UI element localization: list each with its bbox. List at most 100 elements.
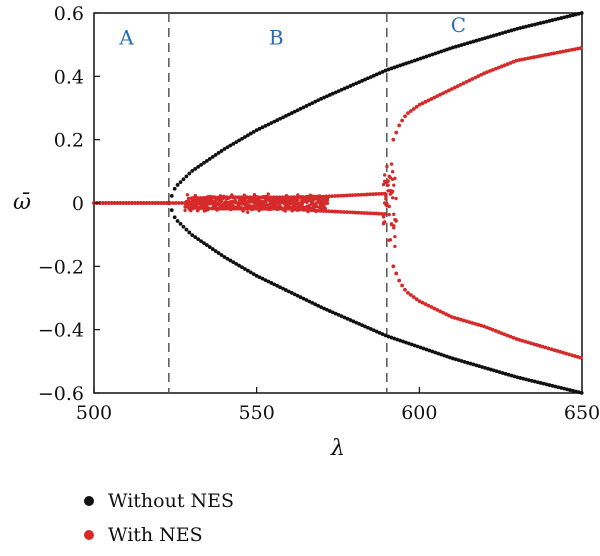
data-point <box>264 194 268 199</box>
data-point <box>304 298 309 302</box>
data-point <box>284 288 288 292</box>
y-tick-label: 0.6 <box>54 3 84 25</box>
data-point <box>124 201 129 205</box>
data-point <box>205 204 209 209</box>
data-point <box>473 75 478 80</box>
data-point <box>450 356 455 361</box>
data-point <box>474 38 479 43</box>
data-point <box>181 224 186 229</box>
data-point <box>541 20 546 25</box>
data-point <box>374 72 379 77</box>
data-point <box>380 69 385 74</box>
data-point <box>421 55 426 60</box>
data-point <box>302 206 307 211</box>
data-point <box>508 334 513 339</box>
data-point <box>190 168 195 173</box>
data-point <box>178 222 183 226</box>
data-point <box>464 319 469 324</box>
data-point <box>254 128 259 133</box>
data-point <box>141 201 146 205</box>
data-point <box>450 45 455 50</box>
data-point <box>193 193 198 198</box>
data-point <box>403 114 407 119</box>
data-point <box>260 276 265 281</box>
data-point <box>366 76 370 81</box>
data-point <box>480 37 485 41</box>
data-point <box>322 306 326 311</box>
data-point <box>499 331 504 336</box>
data-point <box>175 219 180 223</box>
data-point <box>371 73 376 78</box>
data-point <box>415 344 420 349</box>
data-point <box>518 26 523 30</box>
data-point <box>325 198 330 202</box>
data-point <box>423 302 428 307</box>
data-point <box>240 136 244 141</box>
data-point <box>406 290 410 295</box>
data-point <box>407 60 411 65</box>
data-point <box>435 94 440 99</box>
data-point <box>467 320 472 325</box>
data-point <box>316 98 321 103</box>
data-point <box>257 208 261 213</box>
data-point <box>381 215 386 219</box>
data-point <box>579 11 584 15</box>
x-tick-label: 600 <box>401 402 437 424</box>
data-point <box>570 388 575 393</box>
data-point <box>251 129 256 134</box>
x-tick-label: 550 <box>239 402 275 424</box>
data-point <box>395 64 400 69</box>
data-point <box>550 18 555 23</box>
data-point <box>317 194 322 198</box>
data-point <box>506 29 511 34</box>
data-point <box>390 189 395 194</box>
data-point <box>196 165 201 169</box>
data-point <box>344 210 349 215</box>
data-point <box>187 171 192 176</box>
data-point <box>521 25 526 30</box>
data-point <box>226 196 231 201</box>
data-point <box>529 23 534 28</box>
data-point <box>362 211 367 215</box>
data-point <box>356 210 361 215</box>
data-point <box>537 343 542 348</box>
data-point <box>327 309 332 313</box>
data-point <box>546 52 551 57</box>
data-point <box>418 345 423 350</box>
data-point <box>322 95 326 100</box>
data-point <box>573 12 578 17</box>
data-point <box>228 143 233 148</box>
data-point <box>459 359 464 363</box>
data-point <box>426 303 431 308</box>
data-point <box>388 238 393 242</box>
data-point <box>515 26 520 31</box>
data-point <box>512 374 517 379</box>
data-point <box>278 285 282 290</box>
data-point <box>171 201 175 205</box>
data-point <box>397 123 402 128</box>
data-point <box>156 201 161 205</box>
data-point <box>445 354 449 359</box>
data-point <box>204 159 209 163</box>
data-point <box>417 102 422 107</box>
data-point <box>307 299 312 304</box>
data-point <box>414 297 419 302</box>
data-point <box>465 360 470 365</box>
data-point <box>243 135 247 139</box>
data-point <box>363 324 367 329</box>
data-point <box>257 126 262 131</box>
data-point <box>371 328 376 333</box>
data-point <box>430 52 435 57</box>
y-tick-label: 0 <box>72 193 84 215</box>
data-point <box>427 53 432 58</box>
data-point <box>351 82 356 87</box>
data-point <box>150 201 155 205</box>
data-point <box>497 31 502 36</box>
data-point <box>257 196 261 201</box>
data-point <box>147 201 152 205</box>
data-point <box>121 201 126 205</box>
data-point <box>214 205 218 209</box>
data-point <box>393 176 397 180</box>
data-point <box>374 211 378 216</box>
data-point <box>363 77 367 82</box>
